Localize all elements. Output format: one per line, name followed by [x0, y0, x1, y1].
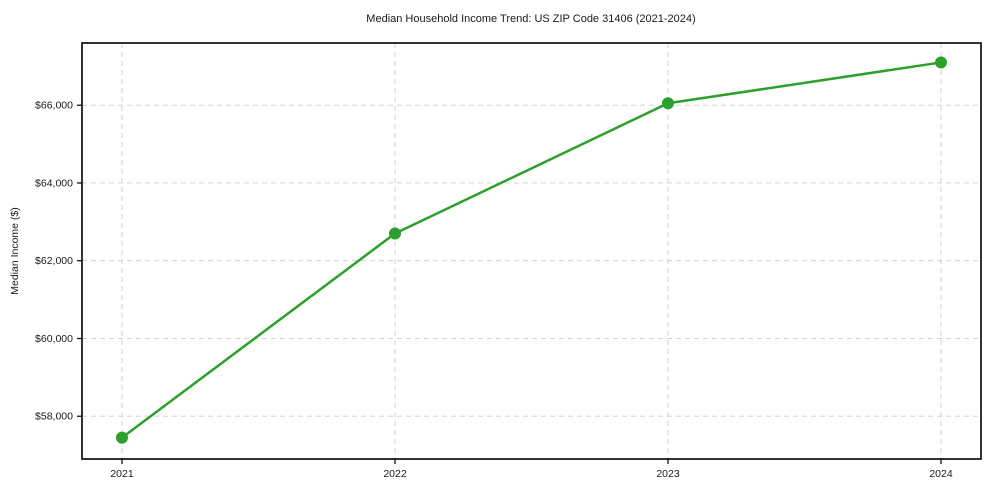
- y-tick-label: $66,000: [35, 100, 73, 112]
- y-tick-label: $58,000: [35, 411, 73, 423]
- data-point-2021: [116, 431, 128, 444]
- tick-label-layer: $58,000 $60,000 $62,000 $64,000 $66,000 2021 2…: [35, 100, 953, 480]
- y-tick-label: $62,000: [35, 255, 73, 267]
- axes-layer: [77, 42, 982, 464]
- x-tick-label: 2022: [383, 468, 407, 480]
- data-point-2024: [935, 56, 947, 69]
- y-axis-label: Median Income ($): [9, 207, 21, 295]
- chart-title: Median Household Income Trend: US ZIP Co…: [366, 13, 695, 25]
- x-tick-label: 2023: [656, 468, 680, 480]
- grid-layer: [82, 43, 981, 459]
- data-point-2023: [662, 97, 674, 110]
- y-tick-label: $60,000: [35, 333, 73, 345]
- data-point-2022: [389, 227, 401, 240]
- x-tick-label: 2021: [110, 468, 134, 480]
- x-tick-label: 2024: [929, 468, 953, 480]
- y-tick-label: $64,000: [35, 177, 73, 189]
- trend-line: [120, 61, 943, 439]
- plot-border: [81, 42, 982, 460]
- series-layer: [116, 56, 947, 444]
